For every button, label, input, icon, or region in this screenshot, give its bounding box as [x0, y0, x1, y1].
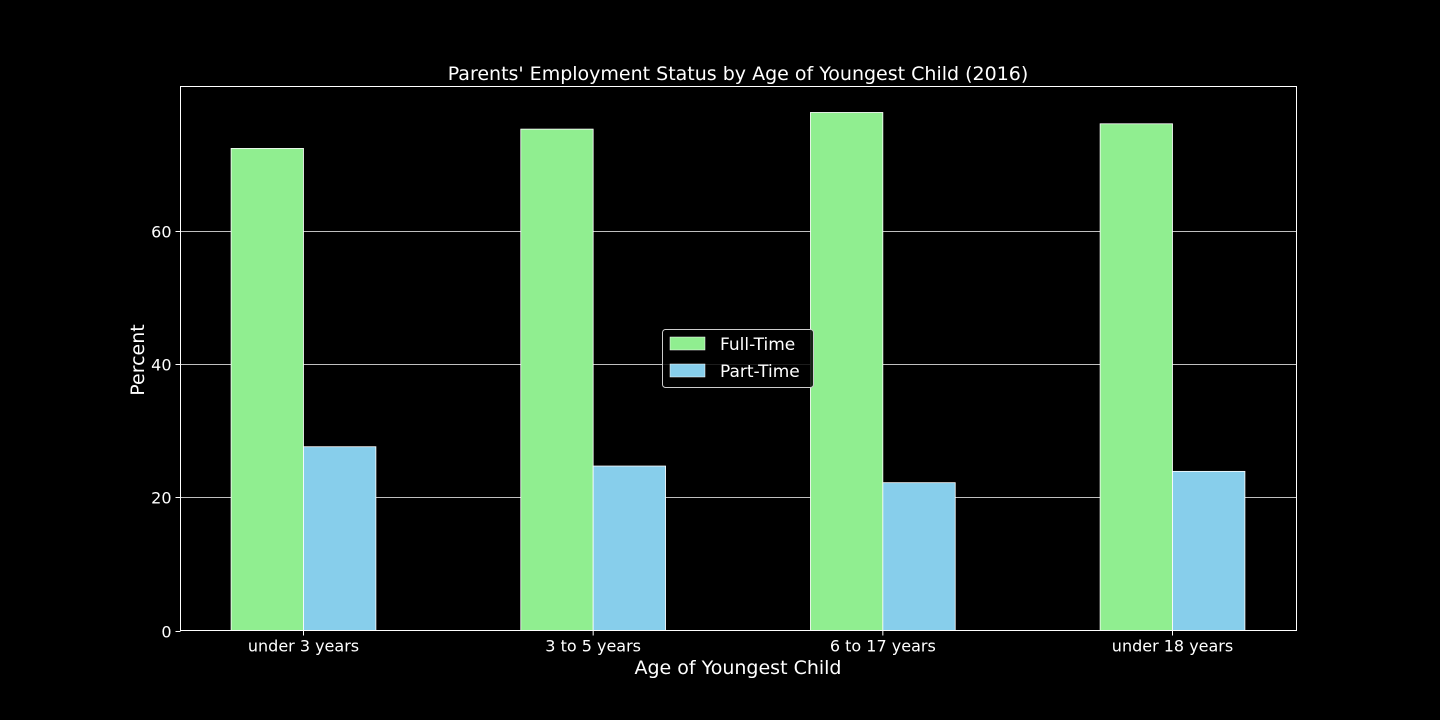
plot-frame: [180, 86, 1297, 631]
x-tick-label: 6 to 17 years: [830, 637, 936, 656]
legend-label-part-time: Part-Time: [720, 362, 800, 382]
y-axis-ticks: 0 20 40 60: [151, 223, 181, 642]
x-axis-ticks: under 3 years 3 to 5 years 6 to 17 years un…: [248, 630, 1233, 656]
chart-title: Parents' Employment Status by Age of You…: [448, 63, 1029, 85]
x-tick-label: 3 to 5 years: [545, 637, 641, 656]
legend: Full-Time Part-Time: [662, 329, 814, 388]
bars: [230, 112, 1246, 631]
bar-full-time-3: [1099, 123, 1173, 631]
bar-full-time-1: [520, 128, 594, 631]
bar-full-time-2: [810, 112, 884, 631]
legend-swatch-full-time: [669, 336, 706, 351]
x-tick-label: under 3 years: [248, 637, 359, 656]
legend-label-full-time: Full-Time: [720, 335, 795, 355]
y-axis-label: Percent: [127, 324, 149, 396]
y-tick-label: 40: [151, 356, 171, 375]
bar-full-time-0: [230, 148, 304, 631]
x-axis-label: Age of Youngest Child: [635, 657, 842, 679]
legend-swatch-part-time: [669, 363, 706, 378]
bar-part-time-1: [592, 465, 666, 631]
y-tick-label: 60: [151, 223, 171, 242]
y-tick-label: 0: [161, 623, 171, 642]
bar-part-time-3: [1172, 470, 1246, 631]
bar-part-time-2: [882, 482, 956, 631]
bar-part-time-0: [303, 446, 377, 631]
y-tick-label: 20: [151, 489, 171, 508]
x-tick-label: under 18 years: [1112, 637, 1233, 656]
